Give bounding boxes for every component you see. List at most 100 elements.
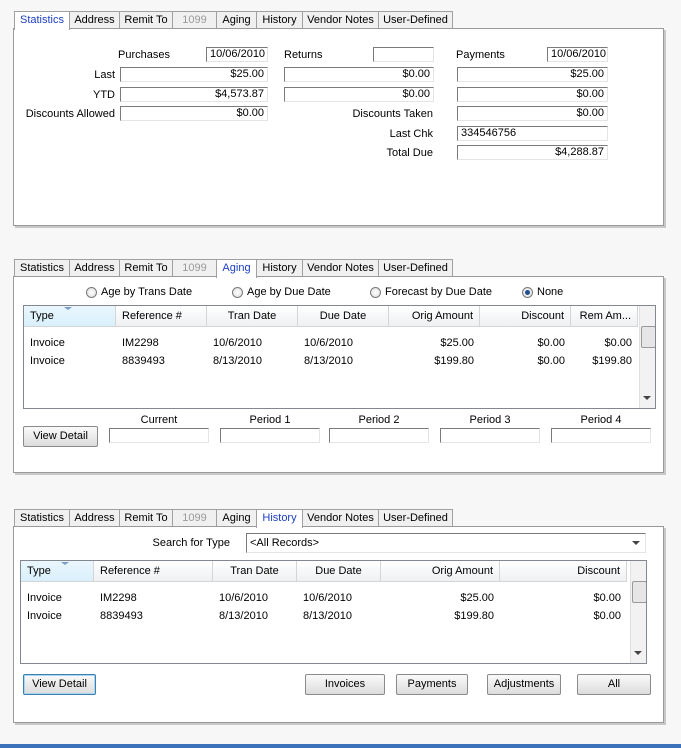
button[interactable]: Adjustments xyxy=(487,674,561,695)
tab[interactable]: Vendor Notes xyxy=(302,509,379,526)
button[interactable]: All xyxy=(577,674,651,695)
period-label: Period 3 xyxy=(469,414,511,426)
table-cell: $0.00 xyxy=(537,355,565,367)
table-cell: 8/13/2010 xyxy=(219,610,268,622)
tab[interactable]: User-Defined xyxy=(378,259,453,276)
radio-button[interactable] xyxy=(522,287,533,298)
tab[interactable]: Aging xyxy=(216,259,257,278)
radio-label[interactable]: Age by Trans Date xyxy=(101,286,193,298)
table-cell: 8839493 xyxy=(100,610,143,622)
table-cell: Invoice xyxy=(27,610,62,622)
column-header[interactable]: Rem Am... xyxy=(571,306,638,327)
label: Total Due xyxy=(386,147,433,159)
field: 10/06/2010 xyxy=(547,47,608,62)
scrollbar[interactable] xyxy=(639,306,655,408)
table-cell: Invoice xyxy=(27,592,62,604)
field: $0.00 xyxy=(457,106,608,121)
table-cell: $0.00 xyxy=(537,337,565,349)
radio-label[interactable]: None xyxy=(537,286,564,298)
button[interactable]: View Detail xyxy=(23,426,98,447)
field: $4,288.87 xyxy=(457,145,608,160)
label: Last xyxy=(94,69,115,81)
column-header[interactable]: Discount xyxy=(500,561,627,582)
tab[interactable]: User-Defined xyxy=(378,509,453,526)
dropdown[interactable]: <All Records> xyxy=(246,533,646,553)
radio-button[interactable] xyxy=(232,287,243,298)
period-label: Period 4 xyxy=(580,414,622,426)
tab[interactable]: Statistics xyxy=(14,259,70,276)
scroll-arrow[interactable] xyxy=(643,396,651,400)
period-field xyxy=(109,428,209,443)
field: 10/06/2010 xyxy=(206,47,268,62)
tab[interactable]: History xyxy=(256,259,303,276)
table-cell: $199.80 xyxy=(454,610,494,622)
table-cell: Invoice xyxy=(30,337,65,349)
tab[interactable]: History xyxy=(256,509,303,528)
label: Returns xyxy=(284,49,323,61)
tab[interactable]: Address xyxy=(69,11,120,28)
period-field xyxy=(220,428,320,443)
table-cell: $25.00 xyxy=(440,337,474,349)
radio-button[interactable] xyxy=(370,287,381,298)
label: Last Chk xyxy=(389,128,433,140)
radio-label[interactable]: Forecast by Due Date xyxy=(385,286,492,298)
table-cell: 10/6/2010 xyxy=(303,592,352,604)
tab[interactable]: Statistics xyxy=(14,11,70,30)
table-cell: 10/6/2010 xyxy=(304,337,353,349)
tab[interactable]: Remit To xyxy=(119,11,173,28)
tab[interactable]: 1099 xyxy=(172,509,217,526)
dropdown-arrow[interactable] xyxy=(632,541,640,545)
column-header[interactable]: Tran Date xyxy=(207,306,298,327)
radio-label[interactable]: Age by Due Date xyxy=(247,286,331,298)
column-header[interactable]: Reference # xyxy=(116,306,207,327)
tab[interactable]: History xyxy=(256,11,303,28)
tab[interactable]: Remit To xyxy=(119,259,173,276)
period-label: Period 1 xyxy=(249,414,291,426)
field: $0.00 xyxy=(457,87,608,102)
tab[interactable]: Address xyxy=(69,509,120,526)
tab[interactable]: 1099 xyxy=(172,11,217,28)
column-header[interactable]: Reference # xyxy=(94,561,213,582)
tab[interactable]: Aging xyxy=(216,509,257,526)
tab[interactable]: Aging xyxy=(216,11,257,28)
scroll-thumb[interactable] xyxy=(632,581,646,603)
tab[interactable]: Remit To xyxy=(119,509,173,526)
scroll-arrow[interactable] xyxy=(634,651,642,655)
table-cell: 10/6/2010 xyxy=(213,337,262,349)
column-header[interactable]: Tran Date xyxy=(213,561,297,582)
column-header[interactable]: Discount xyxy=(480,306,571,327)
radio-button[interactable] xyxy=(86,287,97,298)
data-grid: Type Reference # Tran Date Due Date Orig Amo… xyxy=(23,305,656,409)
button[interactable]: Payments xyxy=(396,674,468,695)
column-header[interactable]: Type xyxy=(24,306,116,327)
period-field xyxy=(551,428,651,443)
column-header[interactable]: Orig Amount xyxy=(389,306,480,327)
field: $4,573.87 xyxy=(120,87,268,102)
scrollbar[interactable] xyxy=(630,561,646,663)
label: Search for Type xyxy=(152,537,230,549)
table-cell: Invoice xyxy=(30,355,65,367)
tab[interactable]: Address xyxy=(69,259,120,276)
table-cell: $0.00 xyxy=(593,592,621,604)
tab[interactable]: User-Defined xyxy=(378,11,453,28)
column-header[interactable]: Due Date xyxy=(297,561,381,582)
tab[interactable]: Vendor Notes xyxy=(302,259,379,276)
table-cell: 8839493 xyxy=(122,355,165,367)
field: $25.00 xyxy=(457,67,608,82)
table-cell: $0.00 xyxy=(604,337,632,349)
column-header[interactable]: Orig Amount xyxy=(381,561,500,582)
table-cell: $199.80 xyxy=(592,355,632,367)
field: 334546756 xyxy=(457,126,608,141)
tab[interactable]: 1099 xyxy=(172,259,217,276)
period-label: Period 2 xyxy=(358,414,400,426)
column-header[interactable]: Type xyxy=(21,561,94,582)
field: $0.00 xyxy=(284,87,434,102)
column-header[interactable]: Due Date xyxy=(298,306,389,327)
tab[interactable]: Vendor Notes xyxy=(302,11,379,28)
button[interactable]: Invoices xyxy=(305,674,385,695)
scroll-thumb[interactable] xyxy=(641,326,655,348)
tab[interactable]: Statistics xyxy=(14,509,70,526)
label: Discounts Taken xyxy=(352,108,433,120)
button[interactable]: View Detail xyxy=(23,674,96,695)
